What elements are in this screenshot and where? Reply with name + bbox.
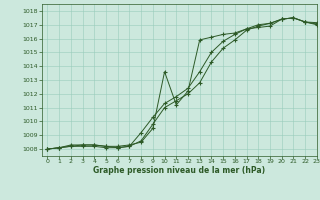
X-axis label: Graphe pression niveau de la mer (hPa): Graphe pression niveau de la mer (hPa) [93, 166, 265, 175]
